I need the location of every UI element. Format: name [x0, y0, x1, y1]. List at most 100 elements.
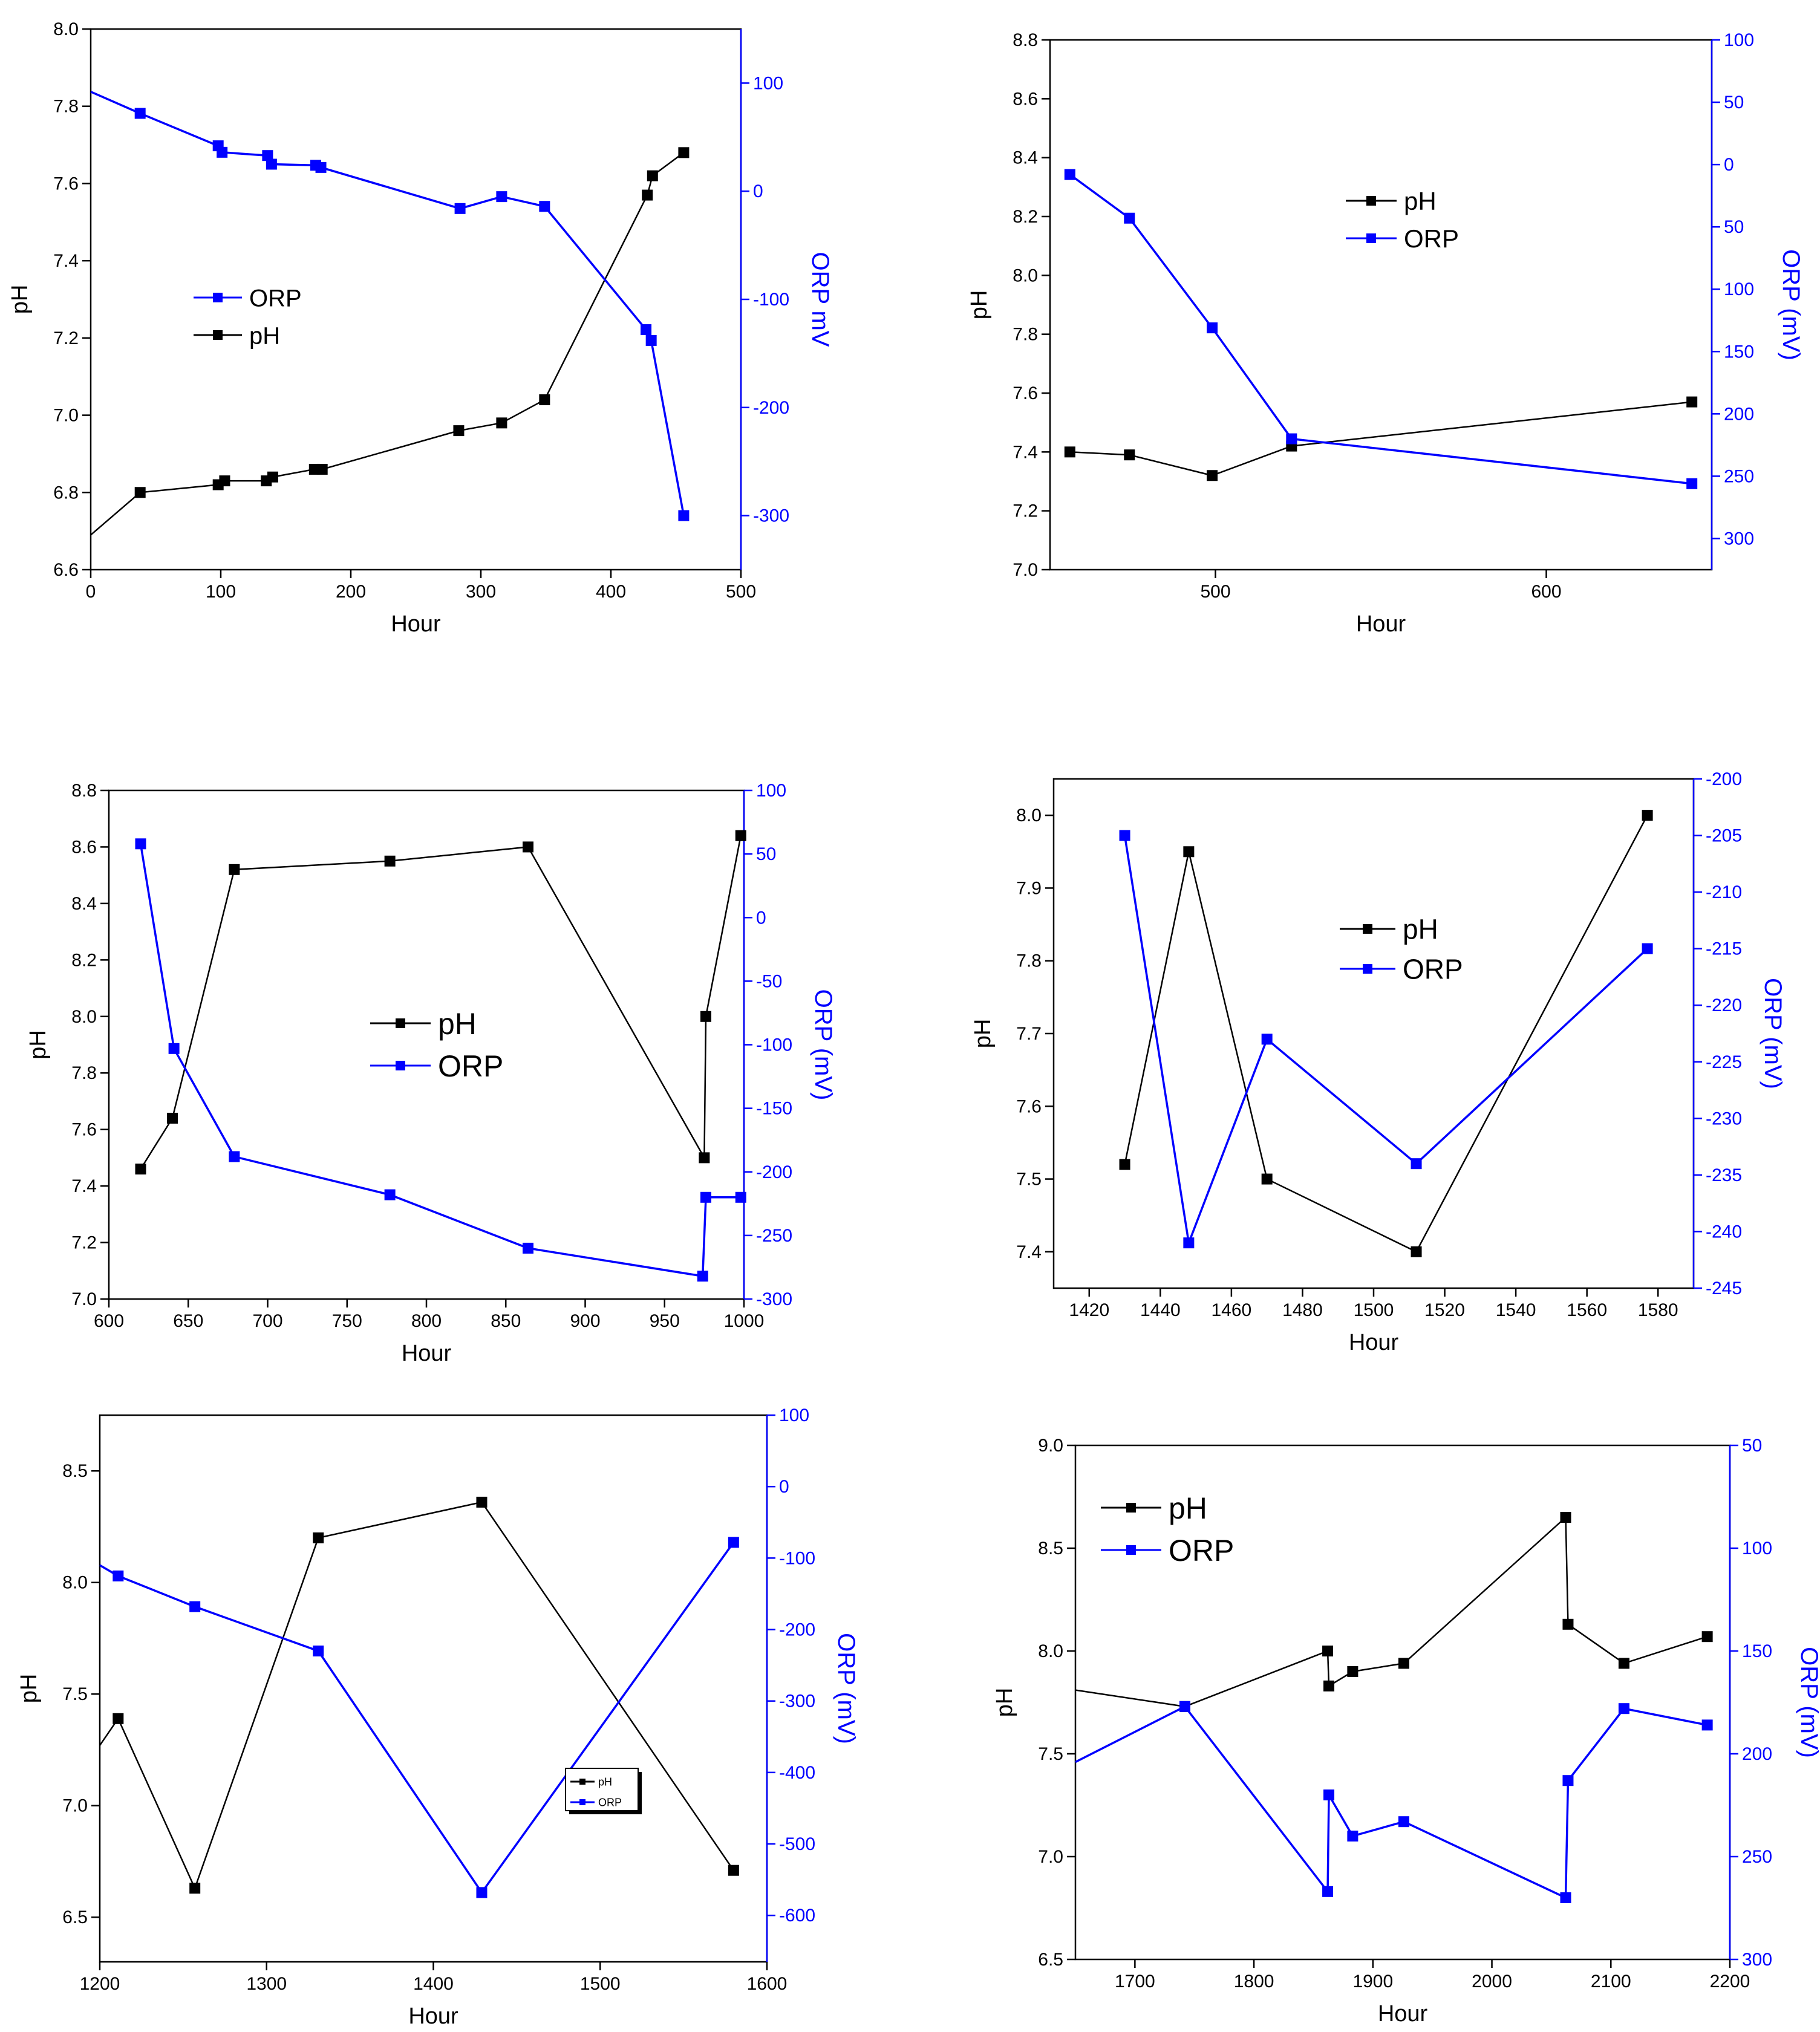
x-tick-label: 1800 [1234, 1972, 1274, 1991]
x-tick-label: 1540 [1496, 1300, 1536, 1320]
legend-label: ORP [438, 1049, 503, 1083]
y-tick-label: 7.8 [53, 97, 79, 117]
y-tick-label: 7.4 [53, 251, 79, 271]
x-tick-label: 300 [466, 582, 496, 602]
legend-label: pH [1169, 1491, 1207, 1525]
y2-tick-label: 300 [1742, 1950, 1772, 1970]
y-tick-label: 8.6 [1013, 89, 1038, 109]
data-point [453, 425, 465, 437]
y-tick-label: 7.4 [71, 1176, 97, 1196]
x-tick-label: 950 [650, 1311, 680, 1331]
legend-marker [1363, 924, 1372, 934]
data-point [496, 191, 507, 203]
legend-item-ph: pH [194, 322, 280, 349]
x-tick-label: 650 [173, 1311, 203, 1331]
chart-panel-5: 1200 1300 1400 1500 1600 6.5 7.0 7.5 8.0 8.5 -600 -… [16, 1405, 859, 2029]
y-tick-label: 8.0 [1013, 265, 1038, 285]
data-point [229, 864, 240, 875]
y-tick-label: 7.0 [1013, 560, 1038, 580]
data-point [697, 1271, 708, 1282]
x-tick-label: 2000 [1472, 1972, 1512, 1991]
y-tick-label: 8.8 [1013, 30, 1038, 50]
y-tick-label: 8.8 [71, 781, 97, 801]
y2-tick-label: -500 [779, 1834, 815, 1854]
x-tick-label: 900 [570, 1311, 600, 1331]
data-point [1286, 433, 1297, 444]
x-tick-label: 1400 [413, 1974, 454, 1994]
legend-marker [1363, 964, 1372, 974]
y-tick-label: 8.5 [1038, 1539, 1063, 1558]
y2-tick-label: 250 [1742, 1847, 1772, 1867]
y-axis-label: pH [967, 290, 992, 320]
data-point [1124, 212, 1135, 224]
plot-frame [1049, 39, 1713, 571]
chart-panel-3: 600 650 700 750 800 850 900 950 10007.07.27.47.6… [25, 781, 837, 1366]
series-orp [1075, 1701, 1713, 1903]
y-tick-label: 7.6 [53, 174, 79, 194]
legend-marker [213, 330, 223, 340]
y-tick-label: 7.8 [1016, 951, 1042, 971]
data-point [735, 1191, 746, 1203]
series-line [140, 835, 742, 1170]
y-axis-label: pH [16, 1674, 42, 1704]
y2-tick-label: -205 [1706, 826, 1742, 846]
y-tick-label: 7.5 [62, 1684, 88, 1704]
x-axis-label: Hour [1349, 1330, 1399, 1355]
y-tick-label: 8.2 [1013, 207, 1038, 227]
x-tick-label: 1440 [1140, 1300, 1181, 1320]
data-point [699, 1152, 710, 1164]
x-tick-label: 1000 [724, 1311, 765, 1331]
data-point [1323, 1680, 1335, 1692]
legend-label: pH [438, 1007, 477, 1041]
legend-marker [1126, 1545, 1136, 1555]
plot-frame [108, 789, 745, 1300]
data-point [1322, 1886, 1334, 1897]
y2-axis-label: ORP (mV) [1778, 249, 1804, 360]
legend-label: ORP [1403, 954, 1463, 985]
legend-label: ORP [249, 285, 302, 311]
data-point [134, 108, 146, 119]
legend-item-orp: ORP [194, 285, 302, 311]
series-ph [1064, 396, 1698, 481]
legend-label: ORP [598, 1796, 622, 1808]
y-axis-label: pH [7, 285, 33, 314]
data-point [262, 150, 273, 161]
data-point [476, 1887, 488, 1898]
data-point [168, 1043, 180, 1054]
y-tick-label: 6.6 [53, 560, 79, 580]
y2-tick-label: 50 [1742, 1436, 1762, 1456]
data-point [1064, 169, 1075, 180]
legend-marker [396, 1061, 405, 1070]
y2-tick-label: -300 [756, 1289, 792, 1309]
series-line [1069, 401, 1692, 477]
series-ph [1119, 810, 1653, 1257]
data-point [647, 170, 658, 181]
data-point [229, 1151, 240, 1162]
series-line [1123, 835, 1648, 1247]
series-line [99, 1501, 734, 1890]
x-tick-label: 1480 [1282, 1300, 1323, 1320]
x-tick-label: 200 [336, 582, 366, 602]
y-tick-label: 7.7 [1016, 1024, 1042, 1044]
legend-item-ph: pH [1101, 1491, 1207, 1525]
y-tick-label: 7.6 [71, 1120, 97, 1140]
legend-label: pH [1404, 187, 1437, 215]
data-point [539, 394, 550, 406]
x-tick-label: 500 [726, 582, 756, 602]
data-point [313, 1645, 324, 1656]
y2-tick-label: -230 [1706, 1109, 1742, 1128]
data-point [645, 334, 657, 346]
x-tick-label: 600 [94, 1311, 124, 1331]
y2-axis-label: ORP (mV) [810, 989, 837, 1101]
series-line [90, 91, 685, 516]
y-tick-label: 7.0 [71, 1289, 97, 1309]
x-axis-label: Hour [408, 2004, 458, 2029]
y-tick-label: 7.5 [1016, 1170, 1042, 1190]
plot-frame [99, 1414, 768, 1963]
y2-tick-label: -235 [1706, 1165, 1742, 1185]
legend-label: pH [598, 1776, 612, 1788]
data-point [641, 324, 652, 336]
data-point [1183, 846, 1195, 858]
y2-tick-label: -215 [1706, 939, 1742, 959]
data-point [1562, 1618, 1574, 1630]
